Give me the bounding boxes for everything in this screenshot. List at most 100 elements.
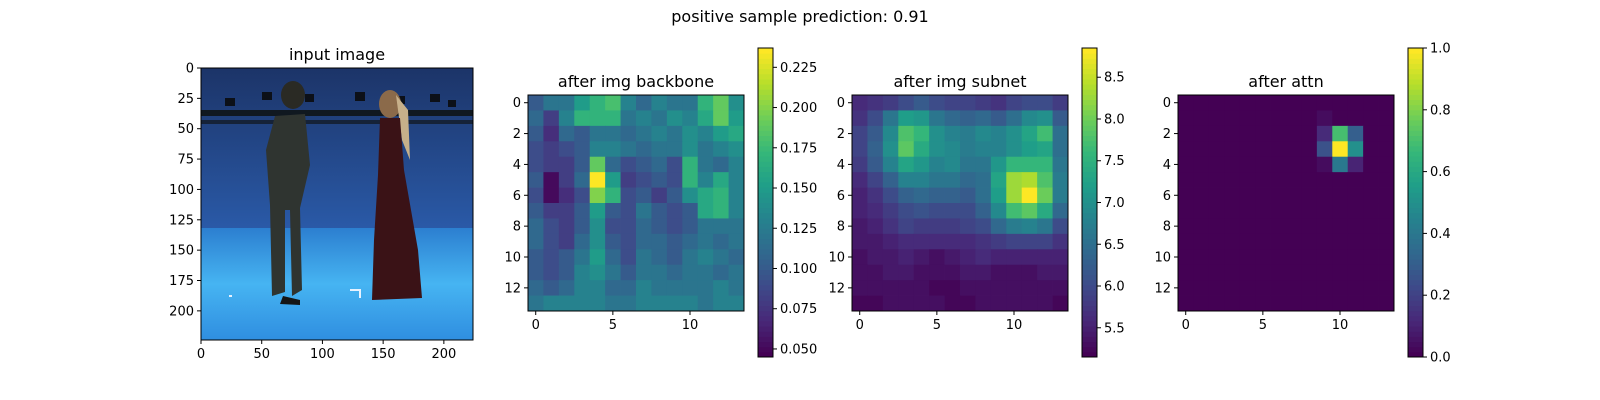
heatmap-cell	[882, 295, 899, 312]
heatmap-cell	[929, 264, 945, 281]
heatmap-cell	[867, 125, 884, 142]
heatmap-cell	[713, 218, 729, 235]
heatmap-cell	[574, 295, 591, 312]
heatmap-cell	[944, 218, 961, 235]
heatmap-cell	[882, 264, 899, 281]
panel-after-img-subnet: after img subnet 0 5 10 0 2 4 6 8 10 12 5.5 6.0 6.…	[828, 47, 1125, 358]
heatmap-cell	[975, 172, 992, 188]
heatmap-cell	[898, 95, 915, 111]
heatmap-cell	[558, 125, 575, 142]
heatmap-cell	[620, 125, 637, 142]
heatmap-cell	[913, 110, 930, 127]
x-tick-label: 10	[682, 318, 699, 333]
heatmap-cell	[1270, 110, 1287, 127]
heatmap-cell	[1255, 203, 1271, 219]
y-tick-label: 10	[1154, 251, 1171, 266]
heatmap-cell	[882, 218, 899, 235]
heatmap-cell	[1301, 218, 1318, 235]
heatmap-cell	[975, 295, 992, 312]
heatmap-cell	[1052, 156, 1069, 173]
colorbar-segment	[758, 217, 773, 224]
photo-rig-bar	[201, 110, 473, 116]
heatmap-cell	[1378, 249, 1395, 266]
y-tick-label: 6	[513, 189, 521, 204]
heatmap-cell	[589, 249, 606, 266]
colorbar-segment	[1082, 341, 1097, 348]
heatmap-cell	[1301, 172, 1318, 188]
colorbar-segment	[758, 89, 773, 95]
heatmap-cell	[651, 218, 668, 235]
heatmap-cell	[913, 280, 930, 296]
heatmap-cell	[929, 125, 945, 142]
colorbar-segment	[1082, 284, 1097, 291]
heatmap-cell	[574, 264, 591, 281]
heatmap-cell	[867, 203, 884, 219]
colorbar-tick-label: 0.100	[780, 262, 817, 277]
heatmap-cell	[1347, 125, 1364, 142]
heatmap-cell	[589, 141, 606, 158]
colorbar-segment	[1408, 243, 1423, 250]
colorbar-segment	[1408, 192, 1423, 198]
colorbar-segment	[1408, 114, 1423, 121]
heatmap-cell	[1301, 295, 1318, 312]
y-tick-label: 8	[837, 220, 845, 235]
colorbar-segment	[758, 145, 773, 152]
heatmap-cell	[960, 110, 976, 127]
heatmap-cell	[620, 95, 637, 111]
colorbar-segment	[758, 341, 773, 348]
heatmap-cell	[1286, 264, 1302, 281]
colorbar-segment	[758, 259, 773, 265]
photo-floor-marks	[229, 289, 361, 298]
colorbar-segment	[1408, 140, 1423, 147]
colorbar-segment	[1082, 238, 1097, 245]
heatmap-cell	[1301, 141, 1318, 158]
heatmap-cell	[852, 295, 868, 312]
heatmap-cell	[882, 280, 899, 296]
heatmap-cell	[1006, 187, 1023, 204]
heatmap-cell	[605, 203, 621, 219]
y-tick-label: 4	[1163, 158, 1171, 173]
heatmap-cell	[713, 249, 729, 266]
heatmap-cell	[574, 249, 591, 266]
heatmap-cell	[867, 295, 884, 312]
colorbar-segment	[758, 161, 773, 167]
heatmap-cell	[1286, 172, 1302, 188]
heatmap-cell	[682, 264, 699, 281]
colorbar-tick-label: 6.5	[1104, 238, 1125, 253]
heatmap-cell	[944, 295, 961, 312]
colorbar-segment	[1082, 326, 1097, 332]
heatmap-cell	[651, 203, 668, 219]
y-tick-label: 0	[186, 62, 194, 77]
colorbar-segment	[1082, 84, 1097, 90]
heatmap-cell	[1347, 295, 1364, 312]
heatmap-cell	[636, 218, 652, 235]
colorbar-segment	[1082, 130, 1097, 137]
colorbar-segment	[1082, 331, 1097, 337]
colorbar-segment	[1082, 320, 1097, 327]
colorbar-segment	[1082, 94, 1097, 100]
heatmap-cell	[728, 125, 745, 142]
colorbar-tick-label: 0.8	[1430, 103, 1451, 118]
colorbar-segment	[1408, 336, 1423, 343]
colorbar-segment	[1082, 300, 1097, 306]
photo-floor	[201, 228, 473, 340]
heatmap-cell	[1037, 233, 1053, 250]
heatmap-cell	[1006, 249, 1023, 266]
x-tick-label: 5	[933, 318, 941, 333]
heatmap-cell	[682, 156, 699, 173]
heatmap-cell	[1332, 264, 1349, 281]
heatmap-cell	[882, 187, 899, 204]
photo-rig-bar-2	[201, 120, 473, 124]
heatmap-cell	[1193, 156, 1210, 173]
y-ticks: 0 2 4 6 8 10 12	[828, 96, 852, 296]
heatmap-cell	[1255, 218, 1271, 235]
colorbar-segment	[1082, 228, 1097, 234]
heatmap-cell	[882, 141, 899, 158]
heatmap-cell	[620, 218, 637, 235]
colorbar-frame	[1407, 47, 1424, 358]
heatmap-cell	[1193, 187, 1210, 204]
colorbar-segment	[758, 104, 773, 111]
colorbar-segment	[1408, 279, 1423, 286]
colorbar-segment	[1408, 166, 1423, 173]
